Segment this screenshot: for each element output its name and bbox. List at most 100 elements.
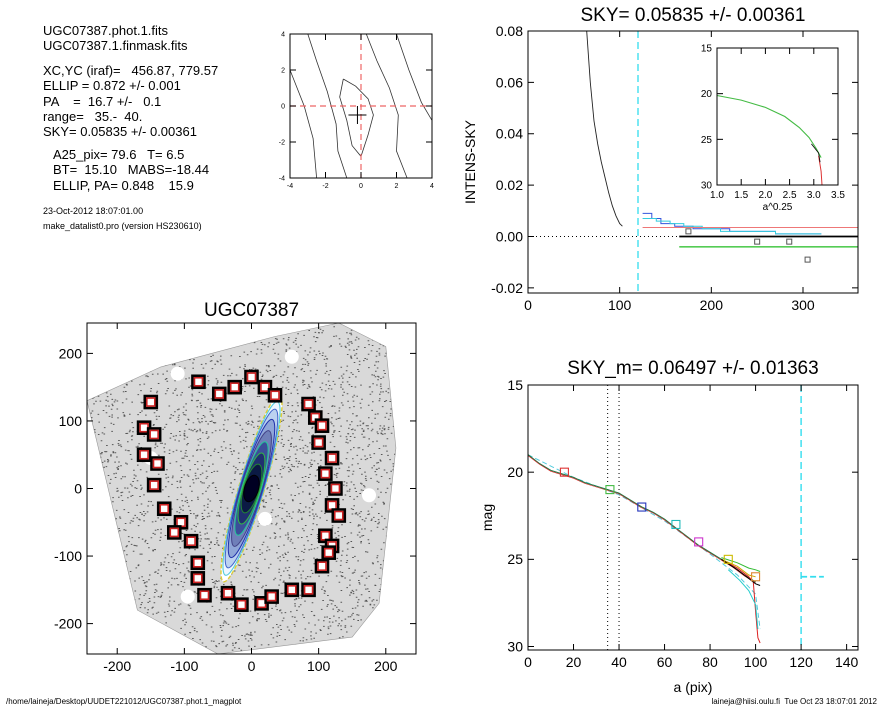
sky-square-0 [685, 228, 692, 235]
mask-square-10 [150, 456, 165, 471]
mask-square-6 [143, 394, 159, 410]
inset-y-label: 20 [701, 89, 713, 100]
header-maskname: UGC07387.1.finmask.fits [43, 38, 188, 53]
header-ellip-pa: ELLIP, PA= 0.848 15.9 [53, 178, 194, 193]
image-title: UGC07387 [204, 300, 299, 321]
inset-x-label: 3.0 [807, 190, 821, 201]
mag-ylabel: mag [479, 504, 495, 531]
mask-square-inner-26 [317, 420, 327, 431]
mag-square-5 [723, 554, 733, 564]
sky-y-label: 0.08 [496, 23, 523, 39]
header-ellip: ELLIP = 0.872 +/- 0.001 [43, 78, 181, 93]
mask-square-inner-32 [333, 510, 344, 521]
center-x-label: 0 [359, 183, 363, 190]
field-hole-1 [170, 366, 185, 381]
mask-square-29 [318, 466, 333, 481]
mask-square-5 [267, 387, 283, 403]
footer-user: laineja@hiisi.oulu.fi Tue Oct 23 18:07:0… [711, 697, 877, 706]
mag-x-label: 60 [657, 654, 673, 670]
image-x-label: 200 [374, 658, 398, 674]
mask-square-35 [321, 545, 337, 560]
mask-square-inner-2 [229, 382, 240, 392]
mask-square-11 [146, 477, 162, 493]
mask-square-3 [244, 369, 259, 385]
inset-y-label: 15 [701, 44, 713, 55]
mag-y-label: 30 [507, 638, 523, 654]
inset-bg [717, 48, 838, 185]
mag-frame [527, 384, 859, 651]
mask-square-inner-3 [246, 372, 257, 382]
mask-square-inner-24 [303, 399, 314, 409]
mask-square-inner-18 [199, 590, 210, 601]
sky-frame [527, 30, 859, 294]
mask-square-19 [220, 585, 236, 601]
image-y-label: 0 [74, 480, 82, 496]
mask-square-inner-1 [214, 389, 225, 399]
header-sky: SKY= 0.05835 +/- 0.00361 [43, 124, 197, 139]
image-field [87, 323, 397, 654]
mask-square-36 [314, 558, 330, 574]
inset-frame [716, 47, 839, 186]
mask-square-inner-11 [149, 480, 159, 490]
mask-square-inner-0 [193, 376, 204, 387]
mask-square-inner-20 [236, 599, 247, 610]
inset-red-line [818, 155, 823, 186]
mag-x-label: 100 [744, 654, 768, 670]
center-x-label: 2 [395, 183, 399, 190]
mag-square-6 [751, 572, 761, 582]
image-y-label: -100 [54, 548, 82, 564]
inset-black-line [811, 143, 821, 163]
inset-x-label: 1.5 [734, 190, 748, 201]
mask-square-22 [264, 589, 279, 604]
mask-square-28 [324, 450, 340, 466]
mag-square-2 [637, 502, 647, 512]
image-x-label: 100 [307, 658, 331, 674]
footer-path: /home/laineja/Desktop/UUDET221012/UGC073… [6, 697, 242, 706]
sky-square-1 [754, 238, 761, 245]
mag-y-label: 20 [507, 464, 523, 480]
center-y-label: -4 [279, 175, 285, 182]
inset-y-label: 30 [701, 181, 713, 192]
mask-square-26 [314, 418, 330, 433]
mask-square-16 [190, 555, 206, 571]
mask-square-14 [166, 525, 182, 540]
field-hole-5 [257, 511, 272, 526]
mask-square-37 [301, 582, 316, 598]
sky-y-label: 0.02 [496, 177, 523, 193]
header-center: XC,YC (iraf)= 456.87, 779.57 [43, 63, 219, 78]
sky-x-label: 0 [524, 297, 532, 313]
header-pa: PA = 16.7 +/- 0.1 [43, 94, 162, 109]
mask-square-inner-15 [186, 536, 196, 546]
header-date: 23-Oct-2012 18:07:01.00 [43, 206, 144, 216]
mag-tail-4 [727, 569, 759, 630]
center-y-label: 0 [281, 103, 285, 110]
galaxy-isophote-8 [243, 474, 260, 503]
mask-square-inner-35 [323, 547, 334, 558]
mask-square-20 [234, 597, 249, 612]
mask-square-24 [301, 396, 316, 412]
contour-3 [289, 69, 317, 179]
sky-x-label: 300 [791, 297, 815, 313]
mask-square-23 [284, 582, 300, 598]
field-hole-4 [362, 488, 376, 503]
image-x-label: -100 [170, 658, 198, 674]
contour-2 [365, 33, 408, 179]
mask-square-18 [197, 587, 212, 603]
field-hole-2 [180, 589, 195, 604]
center-y-label: -2 [279, 139, 285, 146]
mag-x-label: 20 [566, 654, 582, 670]
mask-square-inner-27 [313, 437, 324, 448]
sky-y-label: 0.00 [496, 228, 523, 244]
inset-xlabel: a^0.25 [763, 202, 793, 213]
mag-square-1 [605, 485, 615, 495]
mag-square-3 [671, 519, 681, 530]
sky-y-label: -0.02 [491, 280, 523, 296]
mask-square-inner-17 [192, 573, 203, 584]
mask-square-32 [331, 508, 347, 523]
sky-square-3 [804, 256, 811, 263]
mask-square-inner-28 [327, 453, 337, 463]
center-x-label: -2 [322, 183, 328, 190]
mask-square-0 [191, 374, 206, 390]
